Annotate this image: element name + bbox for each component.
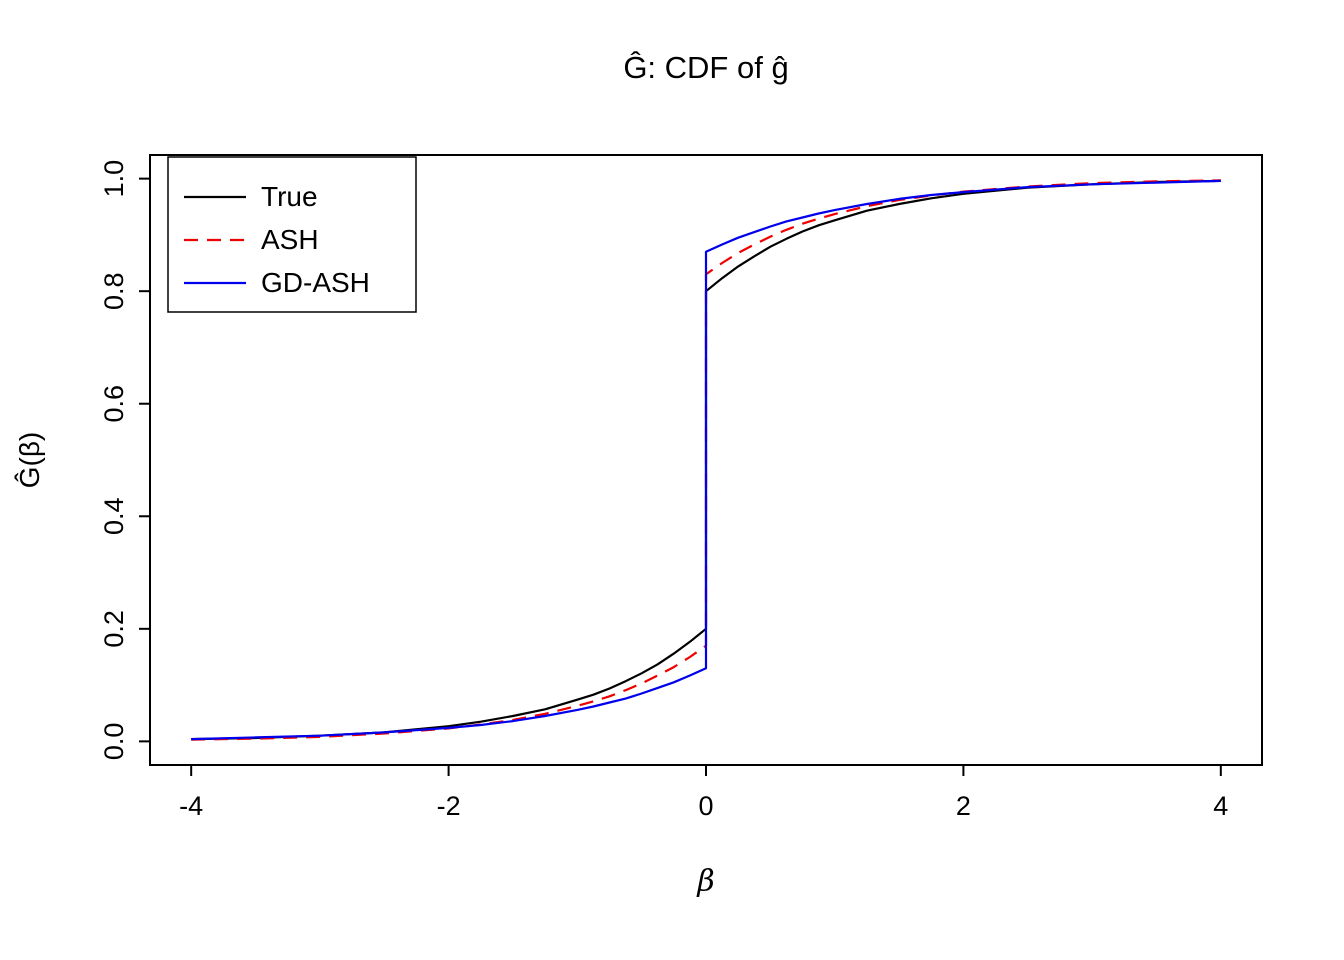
x-tick-label: 4 — [1213, 791, 1228, 821]
x-tick-label: 0 — [698, 791, 713, 821]
legend-label-ash: ASH — [261, 224, 319, 255]
x-tick-label: -4 — [179, 791, 203, 821]
y-tick-label: 1.0 — [99, 160, 129, 198]
legend: True ASH GD-ASH — [167, 156, 417, 313]
y-tick-label: 0.8 — [99, 272, 129, 310]
legend-label-true: True — [261, 181, 318, 212]
legend-label-gd-ash: GD-ASH — [261, 267, 370, 298]
y-tick-label: 0.0 — [99, 723, 129, 761]
y-tick-label: 0.6 — [99, 385, 129, 423]
x-tick-label: -2 — [437, 791, 461, 821]
x-axis-label: β — [697, 864, 715, 899]
y-tick-label: 0.2 — [99, 610, 129, 648]
legend-box — [167, 156, 417, 313]
x-tick-label: 2 — [956, 791, 971, 821]
y-tick-label: 0.4 — [99, 497, 129, 535]
series-line-gd-ash — [191, 179, 1221, 741]
chart-title: Ĝ: CDF of ĝ — [623, 50, 789, 85]
